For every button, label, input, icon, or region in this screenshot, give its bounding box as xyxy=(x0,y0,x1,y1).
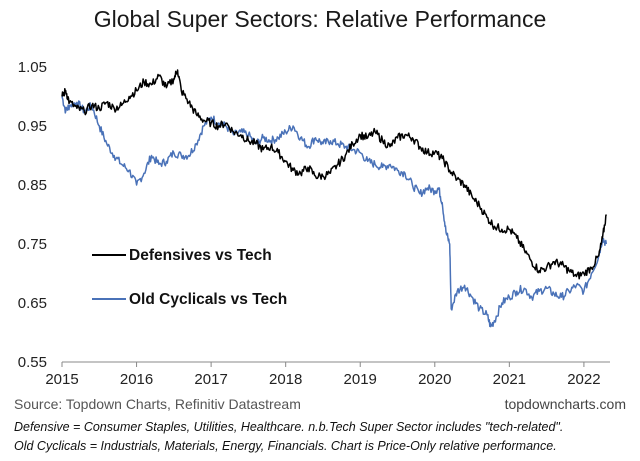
footnote-cyclicals: Old Cyclicals = Industrials, Materials, … xyxy=(14,439,557,453)
footnote-defensive: Defensive = Consumer Staples, Utilities,… xyxy=(14,420,564,434)
chart-title: Global Super Sectors: Relative Performan… xyxy=(93,6,547,32)
x-tick-label: 2016 xyxy=(120,371,153,388)
x-tick-label: 2015 xyxy=(45,371,78,388)
x-tick-label: 2017 xyxy=(194,371,227,388)
x-tick-label: 2018 xyxy=(269,371,302,388)
source-note: Source: Topdown Charts, Refinitiv Datast… xyxy=(14,396,301,412)
y-tick-label: 0.55 xyxy=(18,354,47,371)
chart-legend: Defensives vs Tech Old Cyclicals vs Tech xyxy=(92,247,287,308)
x-axis-ticks: 2015 2016 2017 2018 2019 2020 2021 2022 xyxy=(45,362,601,388)
y-axis-ticks: 0.55 0.65 0.75 0.85 0.95 1.05 xyxy=(18,59,47,371)
y-tick-label: 0.85 xyxy=(18,177,47,194)
chart-area: 0.550.650.750.850.951.05 2015 2016 2017 201… xyxy=(18,59,610,388)
series-layer xyxy=(61,69,608,328)
series-line-defensives xyxy=(61,69,607,280)
x-tick-label: 2021 xyxy=(493,371,526,388)
y-tick-label: 0.65 xyxy=(18,295,47,312)
series-line-cyclicals xyxy=(61,96,608,328)
y-tick-label: 1.05 xyxy=(18,59,47,76)
x-tick-label: 2020 xyxy=(418,371,451,388)
y-tick-label: 0.95 xyxy=(18,118,47,135)
x-tick-label: 2019 xyxy=(344,371,377,388)
y-tick-label: 0.75 xyxy=(18,236,47,253)
site-link: topdowncharts.com xyxy=(504,396,626,412)
legend-label-defensives: Defensives vs Tech xyxy=(129,247,272,264)
legend-label-cyclicals: Old Cyclicals vs Tech xyxy=(129,291,287,308)
x-tick-label: 2022 xyxy=(567,371,600,388)
